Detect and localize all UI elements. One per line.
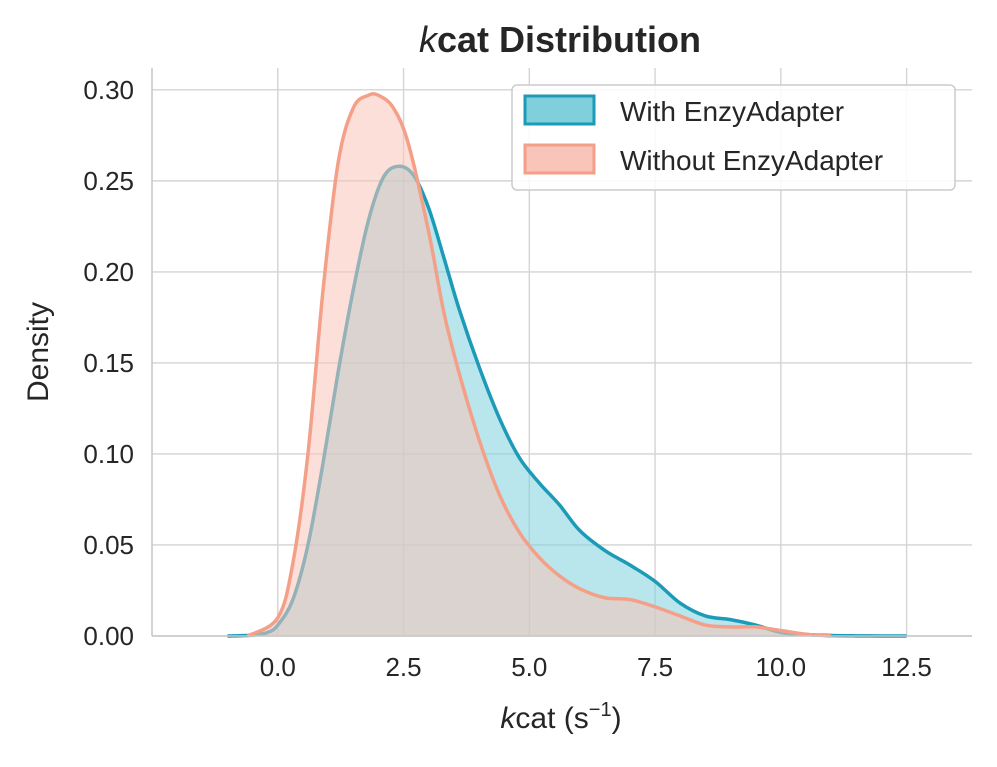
density-line-without	[246, 91, 832, 638]
chart-title-rest: cat Distribution	[437, 19, 701, 60]
x-axis-label-italic: k	[500, 702, 517, 735]
y-tick-label-6: 0.30	[83, 75, 134, 105]
density-fill-without	[247, 93, 832, 636]
x-axis-label-text: cat (s	[515, 702, 588, 735]
axes	[151, 68, 972, 637]
x-tick-label-0: 0.0	[260, 652, 296, 682]
x-axis-label: kcat (s−1)	[500, 699, 621, 735]
y-axis-label: Density	[22, 302, 55, 402]
x-tick-label-5: 12.5	[881, 652, 932, 682]
legend: With EnzyAdapter Without EnzyAdapter	[511, 84, 956, 191]
y-tick-label-3: 0.15	[83, 348, 134, 378]
y-tick-label-4: 0.20	[83, 257, 134, 287]
x-tick-label-4: 10.0	[756, 652, 807, 682]
density-areas	[227, 91, 907, 638]
y-tick-labels: 0.00 0.05 0.10 0.15 0.20 0.25 0.30	[83, 75, 134, 651]
x-tick-label-1: 2.5	[385, 652, 421, 682]
legend-frame	[511, 84, 956, 191]
x-axis-label-close: )	[612, 702, 622, 735]
legend-swatch-with	[523, 94, 596, 126]
chart-title-italic: k	[419, 19, 439, 60]
x-tick-label-2: 5.0	[511, 652, 547, 682]
y-tick-label-0: 0.00	[83, 621, 134, 651]
x-axis-label-superscript: −1	[589, 699, 612, 721]
legend-label-with: With EnzyAdapter	[620, 96, 844, 127]
y-tick-label-2: 0.10	[83, 439, 134, 469]
x-tick-label-3: 7.5	[637, 652, 673, 682]
legend-label-without: Without EnzyAdapter	[620, 145, 883, 176]
legend-swatch-without	[523, 143, 596, 175]
y-tick-label-5: 0.25	[83, 166, 134, 196]
x-tick-labels: 0.0 2.5 5.0 7.5 10.0 12.5	[260, 652, 932, 682]
chart-title: kcat Distribution	[419, 19, 701, 60]
y-tick-label-1: 0.05	[83, 530, 134, 560]
